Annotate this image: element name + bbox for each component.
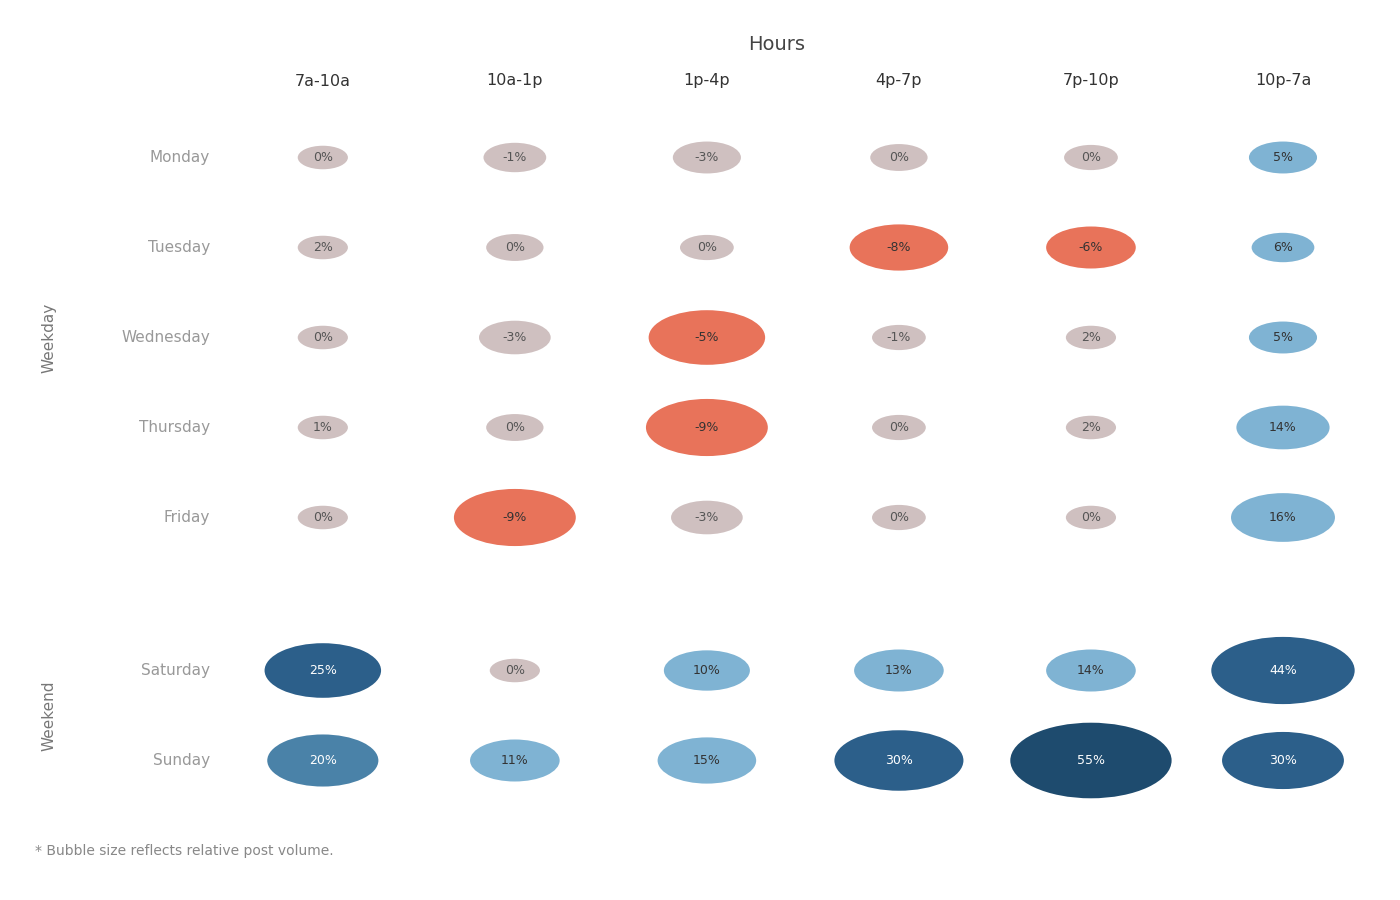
Text: 5%: 5%	[1273, 151, 1294, 164]
Text: * Bubble size reflects relative post volume.: * Bubble size reflects relative post vol…	[35, 843, 333, 858]
Text: 2%: 2%	[1081, 331, 1100, 344]
Text: 7a-10a: 7a-10a	[295, 74, 351, 88]
Text: -3%: -3%	[694, 151, 720, 164]
Text: 30%: 30%	[1268, 754, 1296, 767]
Text: Friday: Friday	[164, 510, 210, 525]
Text: 2%: 2%	[1081, 421, 1100, 434]
Text: Thursday: Thursday	[139, 420, 210, 435]
Text: Weekend: Weekend	[42, 680, 56, 751]
Text: 0%: 0%	[505, 664, 525, 677]
Text: 0%: 0%	[505, 241, 525, 254]
Text: 0%: 0%	[889, 511, 909, 524]
Text: 0%: 0%	[1081, 511, 1100, 524]
Text: 7p-10p: 7p-10p	[1063, 74, 1120, 88]
Text: 0%: 0%	[1081, 151, 1100, 164]
Text: 4p-7p: 4p-7p	[875, 74, 923, 88]
Text: 0%: 0%	[889, 421, 909, 434]
Text: 5%: 5%	[1273, 331, 1294, 344]
Text: 10%: 10%	[693, 664, 721, 677]
Text: 0%: 0%	[697, 241, 717, 254]
Text: -8%: -8%	[886, 241, 911, 254]
Text: -1%: -1%	[503, 151, 526, 164]
Text: 10p-7a: 10p-7a	[1254, 74, 1312, 88]
Text: -5%: -5%	[694, 331, 720, 344]
Text: Weekday: Weekday	[42, 302, 56, 373]
Text: Hours: Hours	[749, 35, 805, 55]
Text: -9%: -9%	[694, 421, 720, 434]
Text: -3%: -3%	[503, 331, 526, 344]
Text: Sunday: Sunday	[153, 753, 210, 768]
Text: 15%: 15%	[693, 754, 721, 767]
Text: Wednesday: Wednesday	[122, 330, 210, 345]
Text: 55%: 55%	[1077, 754, 1105, 767]
Text: 14%: 14%	[1077, 664, 1105, 677]
Text: 25%: 25%	[309, 664, 337, 677]
Text: 2%: 2%	[312, 241, 333, 254]
Text: 0%: 0%	[505, 421, 525, 434]
Text: 0%: 0%	[312, 331, 333, 344]
Text: Monday: Monday	[150, 150, 210, 165]
Text: 6%: 6%	[1273, 241, 1294, 254]
Text: 10a-1p: 10a-1p	[487, 74, 543, 88]
Text: 14%: 14%	[1270, 421, 1296, 434]
Text: -1%: -1%	[886, 331, 911, 344]
Text: 44%: 44%	[1270, 664, 1296, 677]
Text: 11%: 11%	[501, 754, 529, 767]
Text: 13%: 13%	[885, 664, 913, 677]
Text: Tuesday: Tuesday	[148, 240, 210, 255]
Text: 30%: 30%	[885, 754, 913, 767]
Text: 1p-4p: 1p-4p	[683, 74, 731, 88]
Text: 0%: 0%	[312, 151, 333, 164]
Text: 20%: 20%	[309, 754, 337, 767]
Text: 16%: 16%	[1270, 511, 1296, 524]
Text: 0%: 0%	[312, 511, 333, 524]
Text: -9%: -9%	[503, 511, 526, 524]
Text: Saturday: Saturday	[141, 663, 210, 678]
Text: 1%: 1%	[312, 421, 333, 434]
Text: -3%: -3%	[694, 511, 720, 524]
Text: -6%: -6%	[1079, 241, 1103, 254]
Text: 0%: 0%	[889, 151, 909, 164]
